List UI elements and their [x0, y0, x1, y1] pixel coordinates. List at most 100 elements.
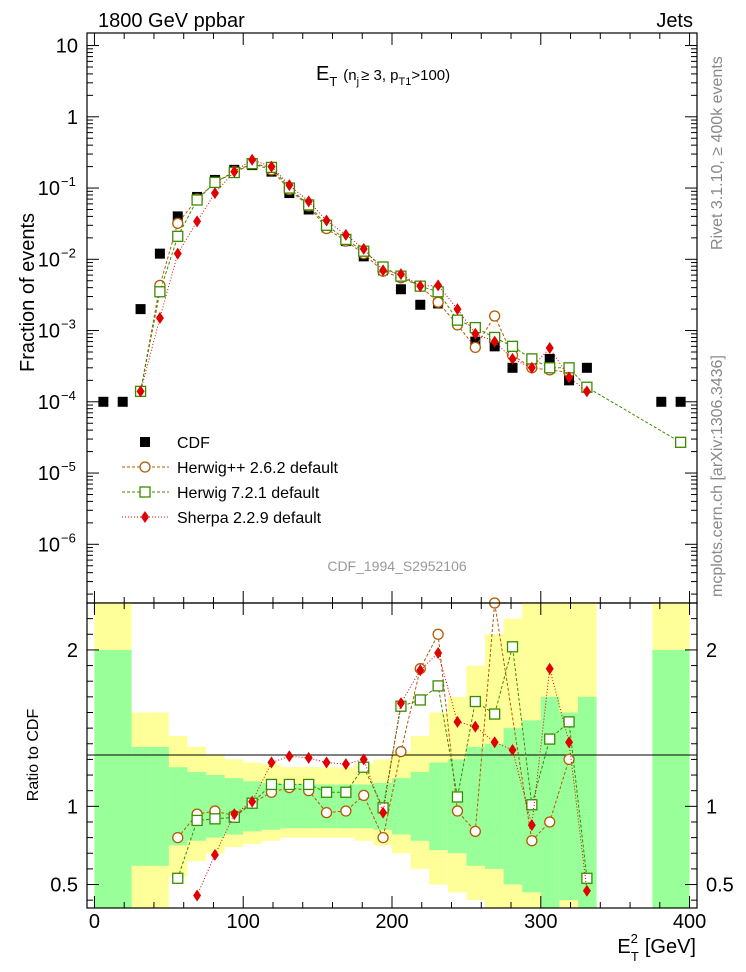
ratio-point-sherpa — [416, 664, 425, 677]
main-point-sherpa — [527, 361, 536, 374]
x-tick-label: 100 — [227, 911, 260, 933]
ratio-point-sherpa — [322, 756, 331, 769]
ratio-point-sherpa — [267, 756, 276, 769]
ratio-point-herwigpp — [358, 789, 370, 802]
main-y-tick-label: 10 — [38, 249, 60, 271]
ratio-point-sherpa — [379, 806, 388, 819]
ratio-point-sherpa — [285, 750, 294, 763]
ratio-point-sherpa — [471, 720, 480, 733]
main-point-cdf — [395, 284, 406, 295]
x-axis-label-sub: T — [631, 949, 639, 964]
ratio-series-sherpa-2-2-9-default — [193, 647, 591, 902]
plot-title-cond-sub2: T1 — [399, 76, 412, 88]
ratio-point-sherpa — [582, 884, 591, 897]
ratio-point-sherpa — [508, 744, 517, 757]
main-point-sherpa — [173, 247, 182, 260]
ratio-point-herwig7 — [283, 778, 295, 791]
ratio-band-green — [652, 649, 671, 908]
main-point-sherpa — [565, 371, 574, 384]
main-series-line — [140, 163, 570, 392]
main-point-sherpa — [508, 352, 517, 365]
ratio-point-sherpa — [490, 736, 499, 749]
x-tick-label: 0 — [89, 911, 100, 933]
main-point-cdf — [117, 396, 128, 407]
main-point-cdf — [415, 299, 426, 310]
analysis-watermark: CDF_1994_S2952106 — [327, 558, 467, 574]
main-point-sherpa — [416, 280, 425, 293]
plot-title-cond: (n — [343, 67, 356, 84]
main-point-cdf — [581, 362, 592, 373]
ratio-point-herwigpp — [526, 835, 538, 847]
main-point-herwig7 — [172, 230, 184, 242]
ratio-point-herwig7 — [265, 778, 278, 791]
main-point-sherpa — [379, 264, 388, 277]
ratio-point-sherpa — [527, 819, 536, 832]
ratio-point-herwig7 — [209, 813, 221, 825]
main-point-herwig7 — [563, 362, 575, 374]
main-point-sherpa — [248, 153, 257, 166]
ratio-point-herwig7 — [340, 786, 352, 798]
ratio-point-herwig7 — [432, 680, 444, 692]
ratio-point-sherpa — [453, 715, 462, 728]
plot-title-cond-sub: j — [356, 76, 359, 88]
ratio-point-herwig7 — [544, 733, 556, 745]
main-point-herwig7 — [191, 194, 203, 206]
ratio-point-herwig7 — [320, 786, 333, 798]
ratio-panel: 0.5 0.51 12 20 100 200 300 400 Ratio to CDF E2 T… — [25, 597, 734, 964]
ratio-point-herwig7 — [506, 641, 519, 653]
plot-title-sub: T — [329, 74, 337, 89]
main-y-tick-label: 10 — [38, 321, 60, 343]
ratio-y-tick-label: 0.5 — [50, 875, 78, 897]
main-point-sherpa — [490, 335, 499, 348]
ratio-point-herwig7 — [489, 708, 501, 720]
main-point-cdf — [544, 353, 555, 364]
main-series-herwig-7-2-1-default — [134, 157, 687, 448]
ratio-band-green — [540, 696, 560, 908]
main-y-tick-exponent: −6 — [61, 530, 76, 545]
legend-label-sherpa: Sherpa 2.2.9 default — [177, 510, 322, 527]
main-point-herwig7 — [674, 436, 687, 448]
x-axis-label-main: E — [617, 936, 630, 958]
ratio-point-herwig7 — [563, 716, 575, 728]
main-series-line — [140, 163, 681, 443]
ratio-point-herwigpp — [395, 745, 407, 758]
main-y-tick-label: 10 — [56, 36, 78, 58]
ratio-band-green — [113, 649, 132, 908]
main-point-herwigpp — [469, 341, 481, 354]
ratio-band-green — [168, 767, 188, 846]
main-point-herwig7 — [451, 314, 464, 326]
ratio-y-tick-label: 1 — [67, 796, 78, 818]
ratio-band-green — [429, 762, 448, 851]
ratio-point-sherpa — [230, 808, 239, 821]
ratio-band-green — [94, 649, 114, 908]
x-axis-label-unit: [GeV] — [645, 936, 696, 958]
legend-label-herwigpp: Herwig++ 2.6.2 default — [177, 460, 339, 477]
plot-title: ET (nj ≥ 3, pT1>100) — [316, 63, 450, 89]
main-point-sherpa — [267, 160, 276, 173]
side-label-mcplots: mcplots.cern.ch [arXiv:1306.3436] — [709, 355, 726, 597]
x-axis-label: E2 T [GeV] — [617, 931, 696, 964]
main-y-tick-exponent: −2 — [61, 245, 76, 260]
ratio-y-tick-label: 2 — [67, 640, 78, 662]
legend: CDF Herwig++ 2.6.2 default Herwig 7.2.1 … — [122, 435, 339, 527]
ratio-band-green — [484, 743, 504, 869]
plot-title-cond-end: >100) — [411, 67, 450, 84]
main-point-sherpa — [230, 165, 239, 178]
ratio-band-green — [670, 649, 690, 908]
x-tick-label: 200 — [375, 911, 408, 933]
main-point-herwig7 — [209, 176, 221, 189]
ratio-y-axis-label: Ratio to CDF — [25, 709, 42, 802]
main-point-herwig7 — [544, 362, 556, 374]
main-y-tick-label: 10 — [38, 392, 60, 414]
main-point-herwig7 — [154, 286, 166, 298]
ratio-point-herwig7 — [414, 694, 426, 706]
main-data-marks — [98, 153, 687, 448]
ratio-point-sherpa — [248, 795, 257, 808]
main-series-line — [140, 159, 588, 392]
plot-title-cond-rest: ≥ 3, p — [361, 67, 398, 84]
main-point-sherpa — [136, 385, 145, 398]
main-point-sherpa — [304, 195, 313, 208]
ratio-series-herwig-7-2-1-default — [172, 641, 593, 884]
